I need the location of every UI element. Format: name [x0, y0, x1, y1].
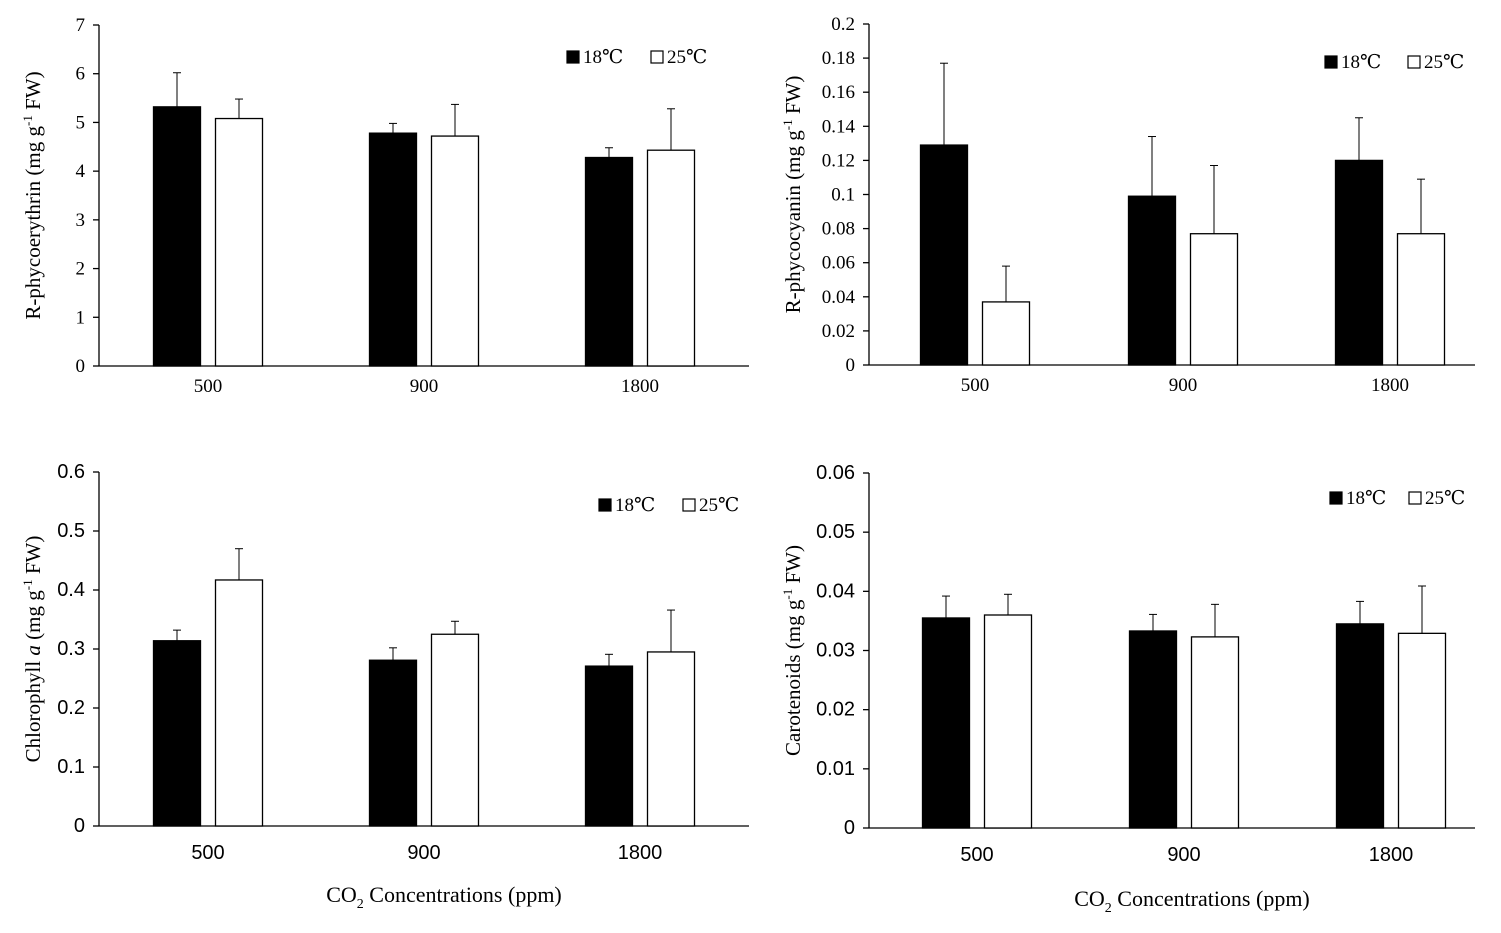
x-tick-label: 500 — [960, 844, 993, 866]
y-tick-label: 0.01 — [816, 758, 855, 780]
y-tick-label: 0.03 — [816, 640, 855, 662]
bar-25℃-900 — [1190, 636, 1240, 829]
y-axis-title: Chlorophyll a (mg g-1 FW) — [20, 536, 45, 763]
bar-18℃-900 — [368, 132, 418, 367]
y-tick-label: 0.1 — [831, 185, 855, 206]
chart-panel-bottom-left: 0 0.1 0.2 0.3 0.4 0.5 0.6 500 900 1800 Chlorophyll… — [20, 461, 749, 912]
y-tick-label: 6 — [76, 64, 86, 85]
legend-label: 25℃ — [1424, 52, 1464, 73]
bar-18℃-500 — [921, 617, 971, 829]
legend-swatch-25℃ — [1408, 491, 1422, 505]
bar-25℃-900 — [430, 633, 480, 827]
y-tick-label: 0.04 — [816, 580, 855, 602]
legend-swatch-25℃ — [650, 50, 664, 64]
x-tick-label: 900 — [1169, 375, 1198, 396]
bar-25℃-1800 — [1396, 233, 1446, 366]
chart-panel-top-right: 0 0.02 0.04 0.06 0.08 0.1 0.12 0.14 0.16 0.18 0.2 5… — [780, 14, 1475, 396]
bar-25℃-900 — [430, 135, 480, 367]
legend-label: 18℃ — [615, 495, 655, 516]
x-tick-label: 500 — [961, 375, 990, 396]
chart-panel-bottom-right: 0 0.01 0.02 0.03 0.04 0.05 0.06 500 900 1800 Carot… — [780, 462, 1475, 916]
bar-25℃-900 — [1189, 233, 1239, 366]
y-tick-label: 0.1 — [57, 756, 85, 778]
x-axis-title: CO2 Concentrations (ppm) — [326, 882, 562, 912]
y-tick-label: 0.06 — [816, 462, 855, 484]
y-tick-label: 0.06 — [822, 253, 855, 274]
legend-swatch-18℃ — [566, 50, 580, 64]
bar-18℃-900 — [368, 659, 418, 827]
y-tick-label: 0 — [846, 355, 856, 376]
bar-18℃-1800 — [584, 665, 634, 827]
y-tick-label: 0.6 — [57, 461, 85, 483]
y-tick-label: 0.08 — [822, 219, 855, 240]
y-tick-label: 0.5 — [57, 520, 85, 542]
y-tick-label: 5 — [76, 112, 86, 133]
legend-label: 25℃ — [699, 495, 739, 516]
y-tick-label: 0.2 — [57, 697, 85, 719]
y-tick-label: 0.05 — [816, 521, 855, 543]
x-tick-label: 1800 — [1369, 844, 1414, 866]
legend-label: 18℃ — [1346, 488, 1386, 509]
x-axis-title: CO2 Concentrations (ppm) — [1074, 886, 1310, 916]
x-tick-label: 1800 — [618, 842, 663, 864]
y-tick-label: 0.2 — [831, 14, 855, 35]
legend-swatch-18℃ — [1324, 55, 1338, 69]
x-tick-label: 500 — [191, 842, 224, 864]
y-tick-label: 0.16 — [822, 82, 855, 103]
x-tick-label: 900 — [407, 842, 440, 864]
bar-18℃-500 — [919, 144, 969, 366]
y-axis-title: Carotenoids (mg g-1 FW) — [780, 545, 805, 756]
y-tick-label: 0.04 — [822, 287, 856, 308]
x-tick-label: 500 — [194, 376, 223, 397]
y-tick-label: 0.4 — [57, 579, 85, 601]
y-tick-label: 0.14 — [822, 116, 856, 137]
chart-panel-top-left: 0 1 2 3 4 5 6 7 500 900 1800 R-phycoerythrin (mg g-… — [20, 15, 749, 397]
y-axis-title: R-phycocyanin (mg g-1 FW) — [780, 76, 805, 314]
y-tick-label: 0 — [74, 815, 85, 837]
bar-25℃-500 — [983, 614, 1033, 829]
legend-swatch-25℃ — [682, 498, 696, 512]
legend-label: 18℃ — [1341, 52, 1381, 73]
legend-swatch-25℃ — [1407, 55, 1421, 69]
bar-18℃-900 — [1128, 630, 1178, 829]
bar-25℃-1800 — [646, 149, 696, 367]
x-tick-label: 900 — [1167, 844, 1200, 866]
bar-18℃-500 — [152, 106, 202, 367]
y-tick-label: 0 — [76, 356, 86, 377]
bar-18℃-1800 — [584, 156, 634, 367]
bar-18℃-1800 — [1335, 623, 1385, 829]
y-tick-label: 0.12 — [822, 150, 855, 171]
x-tick-label: 1800 — [1371, 375, 1409, 396]
legend-swatch-18℃ — [598, 498, 612, 512]
legend-label: 25℃ — [1425, 488, 1465, 509]
y-tick-label: 0.18 — [822, 48, 855, 69]
bar-25℃-500 — [214, 579, 264, 827]
bar-25℃-1800 — [646, 651, 696, 827]
y-tick-label: 0.02 — [816, 699, 855, 721]
x-tick-label: 900 — [410, 376, 439, 397]
legend-label: 18℃ — [583, 47, 623, 68]
y-tick-label: 0.3 — [57, 638, 85, 660]
x-tick-label: 1800 — [621, 376, 659, 397]
y-tick-label: 0 — [844, 817, 855, 839]
legend-swatch-18℃ — [1329, 491, 1343, 505]
legend-label: 25℃ — [667, 47, 707, 68]
y-tick-label: 7 — [76, 15, 86, 36]
y-tick-label: 3 — [76, 210, 86, 231]
bar-18℃-500 — [152, 640, 202, 827]
bar-25℃-500 — [214, 117, 264, 367]
bar-18℃-1800 — [1334, 159, 1384, 366]
bar-25℃-500 — [981, 301, 1031, 366]
y-tick-label: 2 — [76, 259, 86, 280]
y-tick-label: 0.02 — [822, 321, 855, 342]
y-tick-label: 4 — [76, 161, 86, 182]
y-tick-label: 1 — [76, 307, 86, 328]
bar-18℃-900 — [1127, 195, 1177, 366]
y-axis-title: R-phycoerythrin (mg g-1 FW) — [20, 71, 45, 319]
bar-25℃-1800 — [1397, 632, 1447, 829]
